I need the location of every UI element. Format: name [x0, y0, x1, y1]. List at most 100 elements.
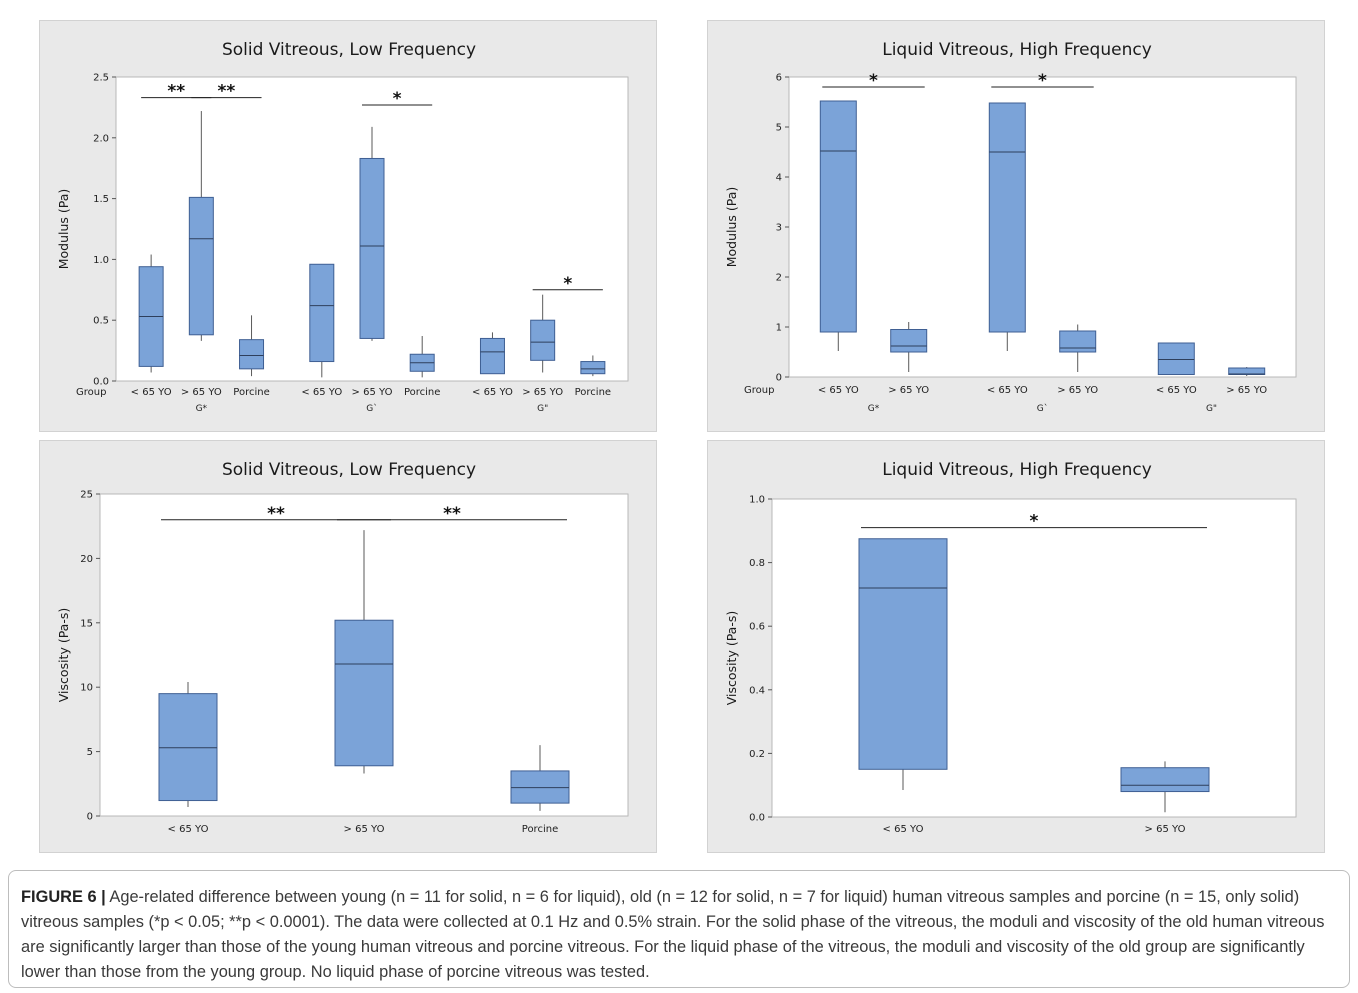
- x-tick-label: > 65 YO: [344, 824, 385, 835]
- y-tick-label: 25: [80, 490, 93, 501]
- y-tick-label: 0.0: [93, 377, 109, 388]
- chart-svg-3: Liquid Vitreous, High Frequency 0.0 0.2 0.4…: [724, 460, 1297, 835]
- group-label: G`: [366, 403, 377, 414]
- group-label: G": [1206, 404, 1217, 414]
- x-tick-label: Porcine: [404, 387, 440, 398]
- box: [359, 157, 385, 339]
- y-tick-label: 10: [80, 683, 93, 694]
- chart-title: Solid Vitreous, Low Frequency: [222, 460, 476, 480]
- chart-svg-2: Solid Vitreous, Low Frequency 0 5 10 15 20 25 V…: [56, 460, 629, 835]
- x-tick-label: > 65 YO: [1145, 824, 1186, 835]
- y-tick-label: 0.0: [749, 813, 765, 824]
- group-row-label: Group: [744, 385, 774, 396]
- box: [188, 196, 214, 336]
- significance-marker: *: [869, 71, 878, 91]
- chart-svg-0: Solid Vitreous, Low Frequency 0.0 0.5 1.0 1.…: [56, 40, 629, 414]
- x-tick-label: < 65 YO: [472, 387, 513, 398]
- chart-title: Solid Vitreous, Low Frequency: [222, 40, 476, 60]
- y-axis-label: Modulus (Pa): [724, 187, 739, 268]
- x-tick-label: < 65 YO: [987, 385, 1028, 396]
- y-axis-label: Viscosity (Pa-s): [724, 611, 739, 705]
- box: [309, 263, 335, 363]
- figure-caption-text: Age-related difference between young (n …: [21, 888, 1325, 981]
- y-axis-label: Viscosity (Pa-s): [56, 608, 71, 702]
- y-tick-label: 0.8: [749, 558, 765, 569]
- significance-marker: *: [563, 274, 572, 294]
- figure-label: FIGURE 6 |: [21, 888, 106, 906]
- x-tick-label: < 65 YO: [301, 387, 342, 398]
- x-tick-label: > 65 YO: [352, 387, 393, 398]
- group-label: G": [537, 404, 548, 414]
- x-tick-label: < 65 YO: [883, 824, 924, 835]
- y-tick-label: 0.5: [93, 316, 109, 327]
- chart-panel-viscosity-liquid: Liquid Vitreous, High Frequency 0.0 0.2 0.4…: [707, 440, 1325, 853]
- y-tick-label: 20: [80, 554, 93, 565]
- x-tick-label: Porcine: [522, 824, 558, 835]
- y-tick-label: 6: [776, 73, 782, 84]
- box: [239, 339, 265, 370]
- x-tick-label: Porcine: [575, 387, 611, 398]
- plot-area: [771, 498, 1297, 818]
- y-tick-label: 0.4: [749, 685, 765, 696]
- y-tick-label: 5: [776, 123, 782, 134]
- x-tick-label: Porcine: [233, 387, 269, 398]
- x-tick-label: > 65 YO: [888, 385, 929, 396]
- x-tick-label: > 65 YO: [1057, 385, 1098, 396]
- box: [890, 329, 928, 353]
- group-label: G*: [196, 404, 208, 414]
- y-tick-label: 4: [776, 173, 782, 184]
- x-tick-label: < 65 YO: [131, 387, 172, 398]
- x-tick-label: < 65 YO: [1156, 385, 1197, 396]
- y-tick-label: 2: [776, 273, 782, 284]
- y-tick-label: 0: [776, 373, 782, 384]
- y-axis-label: Modulus (Pa): [56, 189, 71, 270]
- x-tick-label: > 65 YO: [1226, 385, 1267, 396]
- chart-title: Liquid Vitreous, High Frequency: [882, 40, 1152, 60]
- significance-marker: **: [167, 82, 185, 102]
- box: [1157, 342, 1195, 375]
- y-tick-label: 1: [776, 323, 782, 334]
- plot-area: [788, 76, 1297, 378]
- group-row-label: Group: [76, 387, 106, 398]
- box: [334, 619, 394, 767]
- y-tick-label: 2.0: [93, 133, 109, 144]
- box: [158, 693, 218, 802]
- y-tick-label: 0.2: [749, 749, 765, 760]
- box: [1120, 767, 1210, 793]
- x-tick-label: < 65 YO: [818, 385, 859, 396]
- box: [819, 100, 857, 333]
- y-tick-label: 1.0: [749, 495, 765, 506]
- chart-svg-1: Liquid Vitreous, High Frequency 0 1 2 3 4 5 6 Mo…: [724, 40, 1297, 414]
- y-tick-label: 5: [87, 747, 93, 758]
- significance-marker: *: [1030, 512, 1039, 532]
- x-tick-label: > 65 YO: [522, 387, 563, 398]
- box: [530, 319, 556, 361]
- y-tick-label: 0: [87, 812, 93, 823]
- y-tick-label: 2.5: [93, 73, 109, 84]
- box: [580, 361, 606, 375]
- box: [479, 337, 505, 375]
- chart-panel-viscosity-solid: Solid Vitreous, Low Frequency 0 5 10 15 20 25 V…: [39, 440, 657, 853]
- y-tick-label: 0.6: [749, 622, 765, 633]
- chart-panel-modulus-solid: Solid Vitreous, Low Frequency 0.0 0.5 1.0 1.…: [39, 20, 657, 432]
- significance-marker: **: [267, 504, 285, 524]
- figure-caption: FIGURE 6 | Age-related difference betwee…: [8, 870, 1350, 988]
- box: [1059, 330, 1097, 353]
- significance-marker: **: [218, 82, 236, 102]
- y-tick-label: 1.0: [93, 255, 109, 266]
- box: [988, 102, 1026, 333]
- y-tick-label: 3: [776, 223, 782, 234]
- x-tick-label: < 65 YO: [168, 824, 209, 835]
- chart-panel-modulus-liquid: Liquid Vitreous, High Frequency 0 1 2 3 4 5 6 Mo…: [707, 20, 1325, 432]
- box: [858, 538, 948, 770]
- group-label: G`: [1037, 403, 1048, 414]
- chart-title: Liquid Vitreous, High Frequency: [882, 460, 1152, 480]
- y-tick-label: 1.5: [93, 194, 109, 205]
- group-label: G*: [868, 404, 880, 414]
- significance-marker: *: [393, 89, 402, 109]
- significance-marker: *: [1038, 71, 1047, 91]
- box: [510, 770, 570, 804]
- significance-marker: **: [443, 504, 461, 524]
- x-tick-label: > 65 YO: [181, 387, 222, 398]
- y-tick-label: 15: [80, 618, 93, 629]
